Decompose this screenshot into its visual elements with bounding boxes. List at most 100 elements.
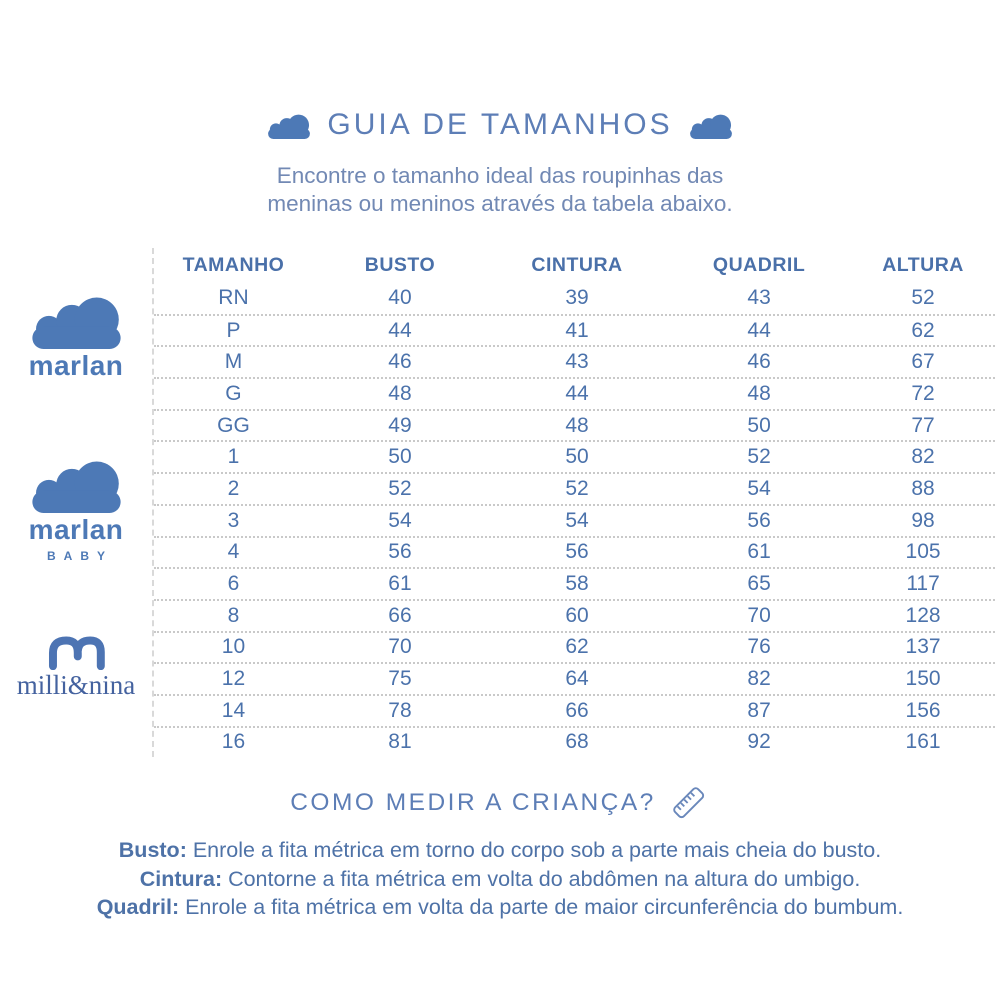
table-row: P 44 41 44 62 (154, 313, 995, 346)
measure-cell: 52 (911, 285, 935, 309)
measure-cell: 82 (747, 667, 771, 691)
brand-logo-milli-nina: milli&nina (0, 634, 152, 701)
measure-cell: 48 (565, 413, 589, 437)
measure-cell: 65 (747, 572, 771, 596)
table-row: 3 54 54 56 98 (154, 503, 995, 536)
subtitle-line-2: meninas ou meninos através da tabela aba… (267, 191, 733, 216)
measure-cell: 43 (747, 285, 771, 309)
marlan-wordmark: marlan (28, 350, 124, 381)
table-row: RN 40 39 43 52 (154, 282, 995, 314)
measure-cell: 61 (747, 540, 771, 564)
table-row: GG 49 48 50 77 (154, 408, 995, 441)
measure-cell: 78 (388, 698, 412, 722)
measure-cell: 54 (565, 508, 589, 532)
measure-cell: 50 (388, 445, 412, 469)
page-subtitle: Encontre o tamanho ideal das roupinhas d… (0, 162, 1000, 218)
marlan-cloud-icon (31, 297, 121, 349)
measure-cell: 76 (747, 635, 771, 659)
column-header: TAMANHO (182, 253, 285, 276)
measure-cell: 54 (388, 508, 412, 532)
cloud-icon (268, 114, 311, 139)
measure-cell: 44 (388, 318, 412, 342)
measure-instruction: Quadril: Enrole a fita métrica em volta … (96, 895, 904, 920)
measure-cell: 48 (747, 381, 771, 405)
measure-cell: 81 (388, 730, 412, 754)
measure-cell: 56 (388, 540, 412, 564)
measure-cell: 98 (911, 508, 935, 532)
measure-cell: 56 (747, 508, 771, 532)
measure-cell: 88 (911, 476, 935, 500)
table-body: RN 40 39 43 52 P 44 41 44 62 M 46 43 46 67 G 48 44 48 72 GG 4… (154, 282, 995, 757)
table-row: 10 70 62 76 137 (154, 630, 995, 663)
measure-cell: 161 (905, 730, 941, 754)
measure-cell: 67 (911, 350, 935, 374)
size-cell: 16 (221, 730, 246, 754)
measure-cell: 46 (388, 350, 412, 374)
measure-cell: 61 (388, 572, 412, 596)
column-header: BUSTO (364, 253, 436, 276)
measure-cell: 137 (905, 635, 941, 659)
measure-instruction: Busto: Enrole a fita métrica em torno do… (118, 838, 882, 862)
table-header-row: TAMANHO BUSTO CINTURA QUADRIL ALTURA (154, 248, 995, 282)
size-cell: 6 (227, 572, 240, 596)
size-cell: 3 (227, 508, 240, 532)
how-to-title: COMO MEDIR A CRIANÇA? (290, 789, 656, 816)
measure-cell: 87 (747, 698, 771, 722)
milli-nina-m-icon (48, 636, 105, 670)
how-to-section: COMO MEDIR A CRIANÇA? Busto: Enrole a fi… (0, 782, 1000, 922)
measure-cell: 62 (565, 635, 589, 659)
size-cell: 2 (227, 476, 240, 500)
measure-cell: 77 (911, 413, 935, 437)
measure-cell: 48 (388, 381, 412, 405)
measure-instruction: Cintura: Contorne a fita métrica em volt… (139, 866, 861, 891)
table-row: 1 50 50 52 82 (154, 440, 995, 472)
size-cell: GG (217, 413, 250, 437)
table-row: 2 52 52 54 88 (154, 472, 995, 504)
brand-logos-column: marlan marlan BABY milli&nina (0, 248, 152, 760)
title-block: GUIA DE TAMANHOS Encontre o tamanho idea… (0, 108, 1000, 218)
ruler-icon (673, 787, 704, 819)
measure-cell: 50 (565, 445, 589, 469)
table-row: 16 81 68 92 161 (154, 725, 995, 758)
measure-cell: 44 (747, 318, 771, 342)
size-table: TAMANHO BUSTO CINTURA QUADRIL ALTURA RN 40 39 4… (152, 248, 995, 758)
column-header: QUADRIL (712, 253, 806, 276)
size-cell: 10 (221, 635, 246, 659)
measure-cell: 117 (906, 572, 940, 596)
measure-cell: 41 (565, 318, 589, 342)
brand-logo-marlan: marlan (0, 292, 152, 382)
measure-cell: 82 (911, 445, 935, 469)
column-header: CINTURA (531, 253, 623, 276)
marlan-baby-sub-label: BABY (46, 549, 113, 563)
size-cell: P (226, 318, 241, 342)
measure-cell: 68 (565, 730, 589, 754)
measure-cell: 46 (747, 350, 771, 374)
size-cell: 14 (221, 698, 246, 722)
table-row: G 48 44 48 72 (154, 377, 995, 409)
size-cell: 8 (227, 603, 240, 627)
measure-cell: 40 (388, 285, 412, 309)
milli-nina-wordmark: milli&nina (16, 670, 136, 700)
column-header: ALTURA (882, 253, 964, 276)
size-cell: 1 (227, 445, 240, 469)
measure-cell: 70 (747, 603, 771, 627)
table-row: 6 61 58 65 117 (154, 567, 995, 599)
page-title: GUIA DE TAMANHOS (327, 108, 673, 141)
main-section: marlan marlan BABY milli&nina TAMANHO BUS… (0, 248, 1000, 760)
table-row: 4 56 56 61 105 (154, 535, 995, 568)
measure-instruction-label: Quadril: (96, 895, 186, 920)
measure-cell: 52 (747, 445, 771, 469)
table-row: 14 78 66 87 156 (154, 693, 995, 726)
measure-cell: 128 (905, 603, 941, 627)
measure-cell: 39 (565, 285, 589, 309)
measure-instructions: Busto: Enrole a fita métrica em torno do… (0, 836, 1000, 922)
measure-cell: 58 (565, 572, 589, 596)
measure-cell: 75 (388, 667, 412, 691)
measure-cell: 62 (911, 318, 935, 342)
measure-cell: 60 (565, 603, 589, 627)
measure-instruction-label: Busto: (118, 838, 193, 862)
subtitle-line-1: Encontre o tamanho ideal das roupinhas d… (276, 163, 724, 188)
size-cell: 12 (221, 667, 246, 691)
size-cell: G (225, 381, 242, 405)
